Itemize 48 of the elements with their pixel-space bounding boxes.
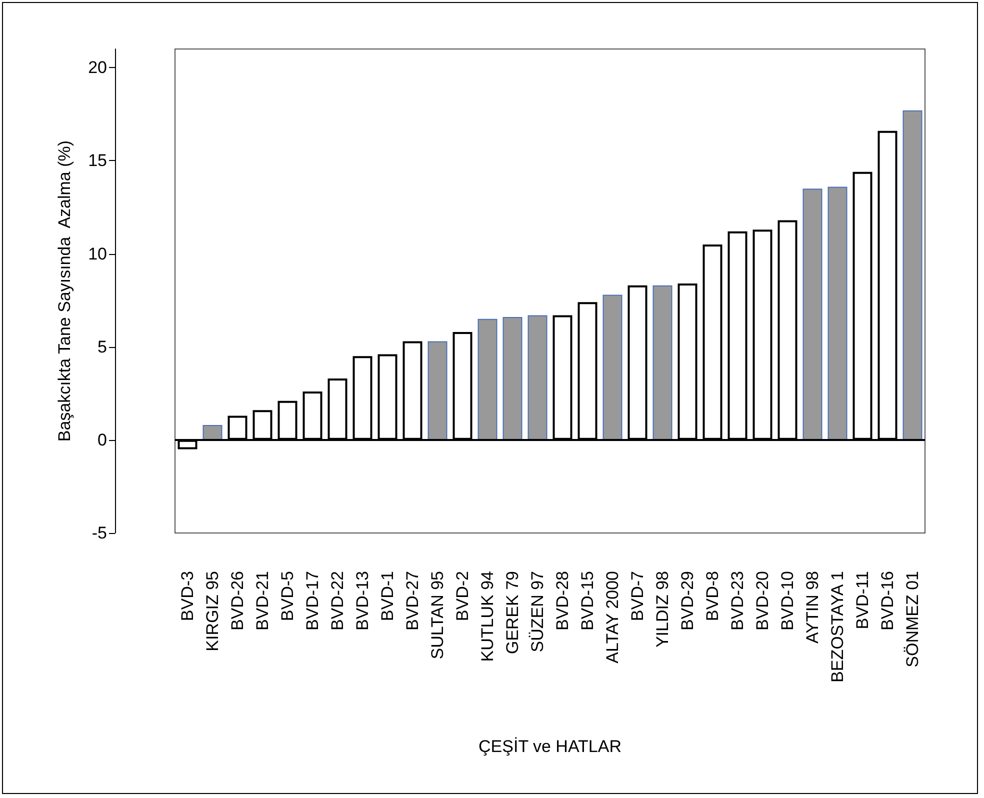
x-tick-label: SÜZEN 97: [528, 571, 547, 652]
bar: [528, 315, 548, 440]
x-axis-title: ÇEŞİT ve HATLAR: [478, 737, 622, 756]
x-tick-label: KIRGIZ 95: [203, 571, 222, 652]
x-tick-label: BEZOSTAYA 1: [828, 571, 847, 682]
x-tick-label: BVD-27: [403, 571, 422, 631]
x-tick-label: BVD-26: [228, 571, 247, 631]
x-tick-label: SULTAN 95: [428, 571, 447, 660]
x-tick-label: BVD-29: [678, 571, 697, 631]
x-tick-label: BVD-5: [278, 571, 297, 622]
x-tick-label: BVD-11: [853, 571, 872, 630]
bar: [478, 318, 498, 440]
x-tick-label: BVD-17: [303, 571, 322, 631]
bar: [902, 110, 922, 440]
x-tick-label: BVD-3: [178, 571, 197, 622]
x-tick-label: BVD-20: [753, 571, 772, 631]
bar: [428, 341, 448, 440]
bar: [602, 294, 622, 440]
y-tick-label: 10: [88, 244, 107, 264]
x-tick-label: AYTIN 98: [803, 571, 822, 644]
x-tick-label: BVD-23: [728, 571, 747, 631]
bar: [202, 425, 222, 440]
y-tick-label: 15: [88, 151, 107, 170]
y-tick-label: 5: [98, 337, 107, 356]
y-tick-label: -5: [92, 524, 107, 542]
bar: [652, 285, 672, 440]
x-tick-label: BVD-7: [628, 571, 647, 622]
y-tick-label: 0: [98, 430, 107, 450]
bar: [828, 186, 848, 440]
x-tick-label: BVD-15: [578, 571, 597, 631]
x-tick-label: KUTLUK 94: [478, 571, 497, 662]
x-tick-label: BVD-16: [878, 571, 897, 631]
x-tick-label: BVD-13: [353, 571, 372, 631]
y-axis-title: Başakcıkta Tane Sayısında Azalma (%): [55, 140, 74, 442]
bar: [802, 188, 822, 440]
x-tick-label: BVD-21: [253, 571, 272, 631]
x-tick-label: ALTAY 2000: [603, 571, 622, 664]
bar: [502, 317, 522, 440]
x-tick-label: GEREK 79: [503, 571, 522, 654]
x-tick-label: BVD-8: [703, 571, 722, 622]
x-tick-label: BVD-22: [328, 571, 347, 631]
x-tick-label: BVD-10: [778, 571, 797, 631]
x-tick-label: BVD-2: [453, 571, 472, 622]
x-tick-label: SÖNMEZ 01: [903, 571, 922, 668]
y-tick-label: 20: [88, 58, 107, 78]
x-tick-label: BVD-1: [378, 571, 397, 622]
x-tick-label: BVD-28: [553, 571, 572, 631]
x-tick-label: YILDIZ 98: [653, 571, 672, 648]
